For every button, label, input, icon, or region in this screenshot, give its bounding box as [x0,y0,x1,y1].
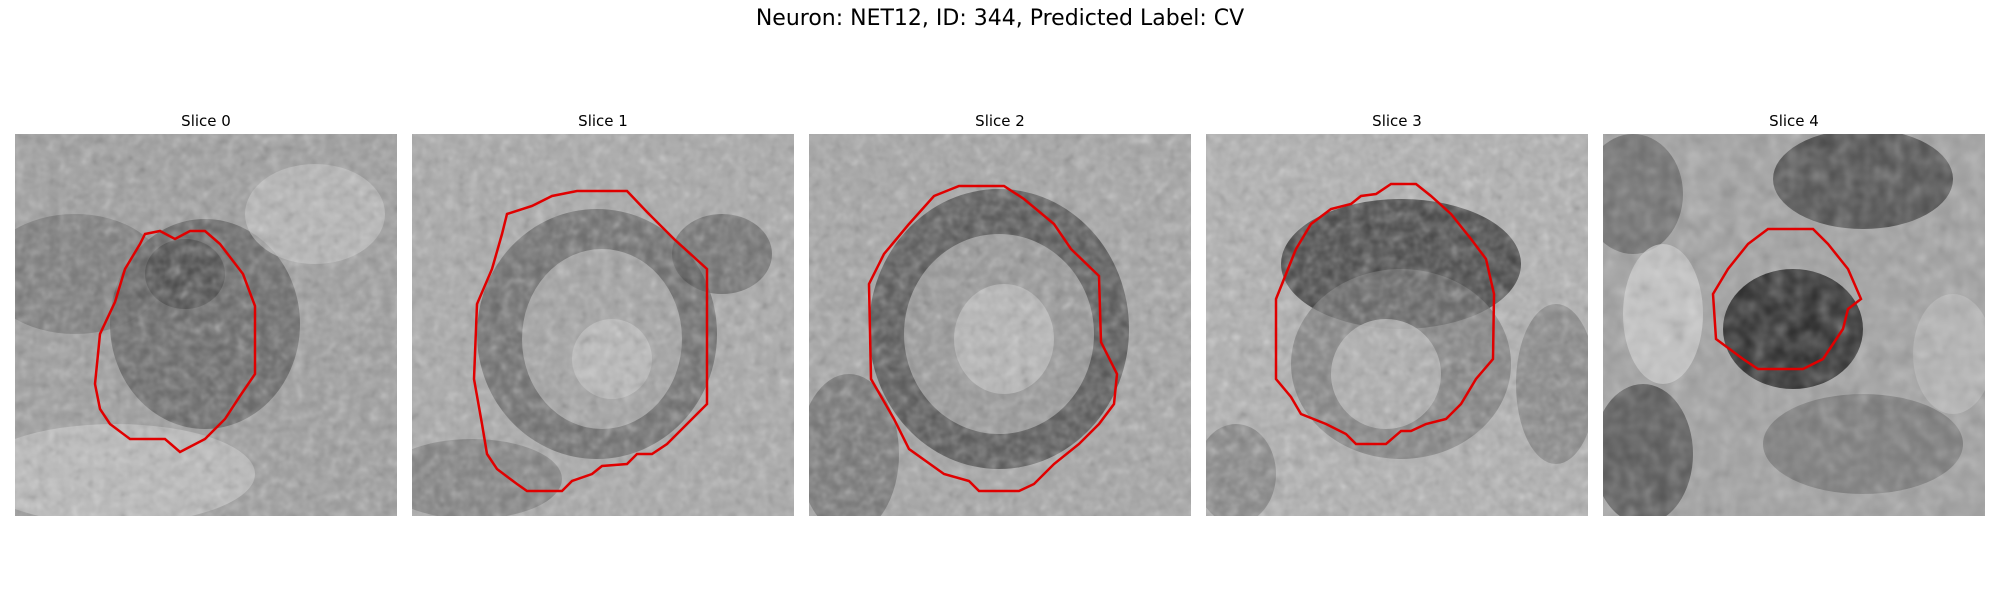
slice-image-1 [412,134,794,516]
segmentation-contour [472,189,709,493]
slice-title-3: Slice 3 [1372,112,1422,130]
slice-image-3 [1206,134,1588,516]
segmentation-contour [1711,227,1863,371]
slice-panel-4: Slice 4 [1603,110,1985,516]
slice-panel-3: Slice 3 [1206,110,1588,516]
slice-title-0: Slice 0 [181,112,231,130]
slice-panel-0: Slice 0 [15,110,397,516]
slice-title-2: Slice 2 [975,112,1025,130]
pixel-noise-texture [15,134,397,516]
figure-title: Neuron: NET12, ID: 344, Predicted Label:… [755,6,1245,31]
slice-panel-1: Slice 1 [412,110,794,516]
slice-image-0 [15,134,397,516]
segmentation-contour [1274,182,1496,446]
slice-title-4: Slice 4 [1769,112,1819,130]
slice-image-2 [809,134,1191,516]
slice-panel-2: Slice 2 [809,110,1191,516]
segmentation-contour [93,229,257,454]
slice-image-4 [1603,134,1985,516]
slice-title-1: Slice 1 [578,112,628,130]
segmentation-contour [867,184,1119,493]
